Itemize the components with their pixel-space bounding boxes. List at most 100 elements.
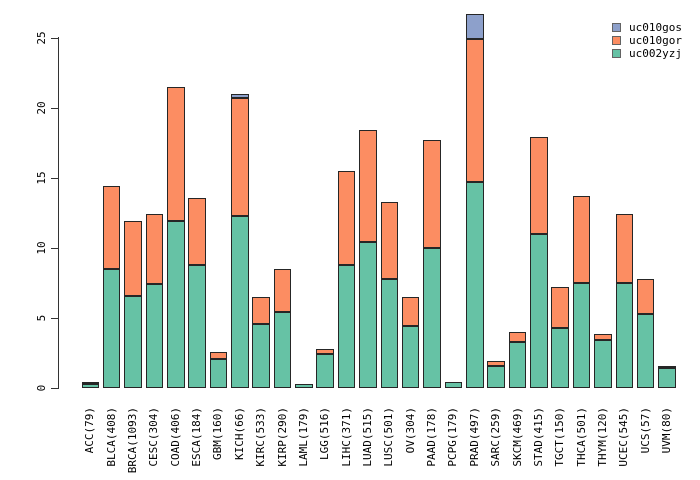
legend-swatch-uc010gor [612,36,621,45]
x-category-label: COAD(406) [168,407,182,467]
y-axis-tick [51,248,58,249]
bar-segment-uc002yzj [295,383,313,388]
bar-segment-uc002yzj [465,182,484,388]
bar-segment-uc010gor [124,221,142,296]
bar-segment-uc002yzj [380,278,399,388]
x-category-label: BRCA(1093) [126,407,140,474]
bar-segment-uc002yzj [551,327,569,388]
y-tick-label: 15 [34,171,48,185]
y-tick-label: 25 [34,31,48,45]
bar-segment-uc002yzj [209,358,228,388]
y-axis-tick [51,178,58,179]
bar-segment-uc002yzj [615,283,634,388]
y-axis-tick [51,108,58,109]
bar-segment-uc010gor [508,332,527,342]
bar-segment-uc010gor [551,287,569,328]
x-category-label: PRAD(497) [467,407,481,467]
bar-segment-uc002yzj [145,284,164,388]
bar-segment-uc002yzj [572,283,591,388]
bar-segment-uc002yzj [658,368,676,388]
bar-segment-uc010gor [423,140,441,248]
bar-segment-uc002yzj [530,234,548,388]
bar-segment-uc002yzj [487,365,505,388]
bar-segment-uc010gor [359,130,377,243]
x-category-label: ESCA(184) [190,407,204,467]
bar-segment-uc010gor [252,297,270,324]
bar-segment-uc002yzj [252,323,270,388]
legend: uc010gos uc010gor uc002yzj [612,21,682,60]
bar-segment-uc010gor [209,351,228,359]
bar-segment-uc010gor [188,197,206,265]
x-category-label: PAAD(178) [425,407,439,467]
x-category-label: LIHC(371) [339,407,353,467]
bar-segment-uc002yzj [102,269,121,388]
bar-segment-uc002yzj [337,264,356,388]
x-category-label: CESC(304) [147,407,161,467]
bar-segment-uc010gor [487,360,505,366]
x-category-label: UCEC(545) [617,407,631,467]
x-category-label: UVM(80) [660,407,674,454]
x-category-label: KICH(66) [232,407,246,460]
y-axis-line [58,37,59,389]
legend-swatch-uc002yzj [612,49,621,58]
x-category-label: LUAD(515) [360,407,374,467]
x-category-label: SKCM(469) [510,407,524,467]
bar-segment-uc010gor [615,214,634,283]
bar-segment-uc010gor [636,278,655,314]
bar-segment-uc010gor [231,98,249,216]
x-category-label: LGG(516) [318,407,332,460]
bar-segment-uc010gor [594,334,612,341]
x-category-label: THCA(501) [574,407,588,467]
bar-segment-uc010gor [145,214,164,285]
legend-swatch-uc010gos [612,23,621,32]
bar-segment-uc002yzj [423,248,441,388]
bar-segment-uc002yzj [273,312,292,388]
x-category-label: KIRC(533) [254,407,268,467]
bar-segment-uc002yzj [508,341,527,388]
y-tick-label: 0 [34,384,48,392]
bar-segment-uc010gor [102,186,121,269]
legend-label-uc010gor: uc010gor [629,34,682,47]
x-category-label: LAML(179) [296,407,310,467]
bar-segment-uc002yzj [124,295,142,388]
legend-label-uc010gos: uc010gos [629,21,682,34]
legend-label-uc002yzj: uc002yzj [629,47,682,60]
y-axis-tick [51,318,58,319]
bar-segment-uc010gor [658,365,676,369]
bar-segment-uc002yzj [444,382,463,388]
bar-segment-uc002yzj [81,383,100,388]
y-axis-tick [51,388,58,389]
bar-segment-uc010gor [465,39,484,183]
x-category-label: STAD(415) [531,407,545,467]
bar-segment-uc002yzj [231,215,249,388]
bar-segment-uc002yzj [166,221,185,388]
bar-segment-uc010gor [380,201,399,279]
bar-segment-uc010gor [166,87,185,222]
bar-segment-uc010gor [316,348,335,355]
y-tick-label: 5 [34,314,48,322]
bar-segment-uc010gos [465,14,484,40]
bar-segment-uc010gor [572,196,591,283]
bar-segment-uc002yzj [401,326,420,388]
bar-segment-uc010gor [401,297,420,327]
x-category-label: UCS(57) [638,407,652,454]
x-category-label: SARC(259) [489,407,503,467]
bar-segment-uc010gor [273,269,292,313]
x-category-label: ACC(79) [83,407,97,454]
bar-segment-uc010gor [530,137,548,234]
y-tick-label: 10 [34,241,48,255]
x-category-label: THYM(120) [595,407,609,467]
x-category-label: OV(304) [403,407,417,454]
x-category-label: GBM(160) [211,407,225,460]
legend-row: uc010gor [612,34,682,47]
x-category-label: BLCA(408) [104,407,118,467]
legend-row: uc010gos [612,21,682,34]
y-tick-label: 20 [34,101,48,115]
legend-row: uc002yzj [612,47,682,60]
bar-segment-uc002yzj [594,340,612,388]
bar-segment-uc010gor [81,381,100,384]
bar-segment-uc010gos [231,94,249,99]
x-category-label: PCPG(179) [446,407,460,467]
y-axis-tick [51,38,58,39]
